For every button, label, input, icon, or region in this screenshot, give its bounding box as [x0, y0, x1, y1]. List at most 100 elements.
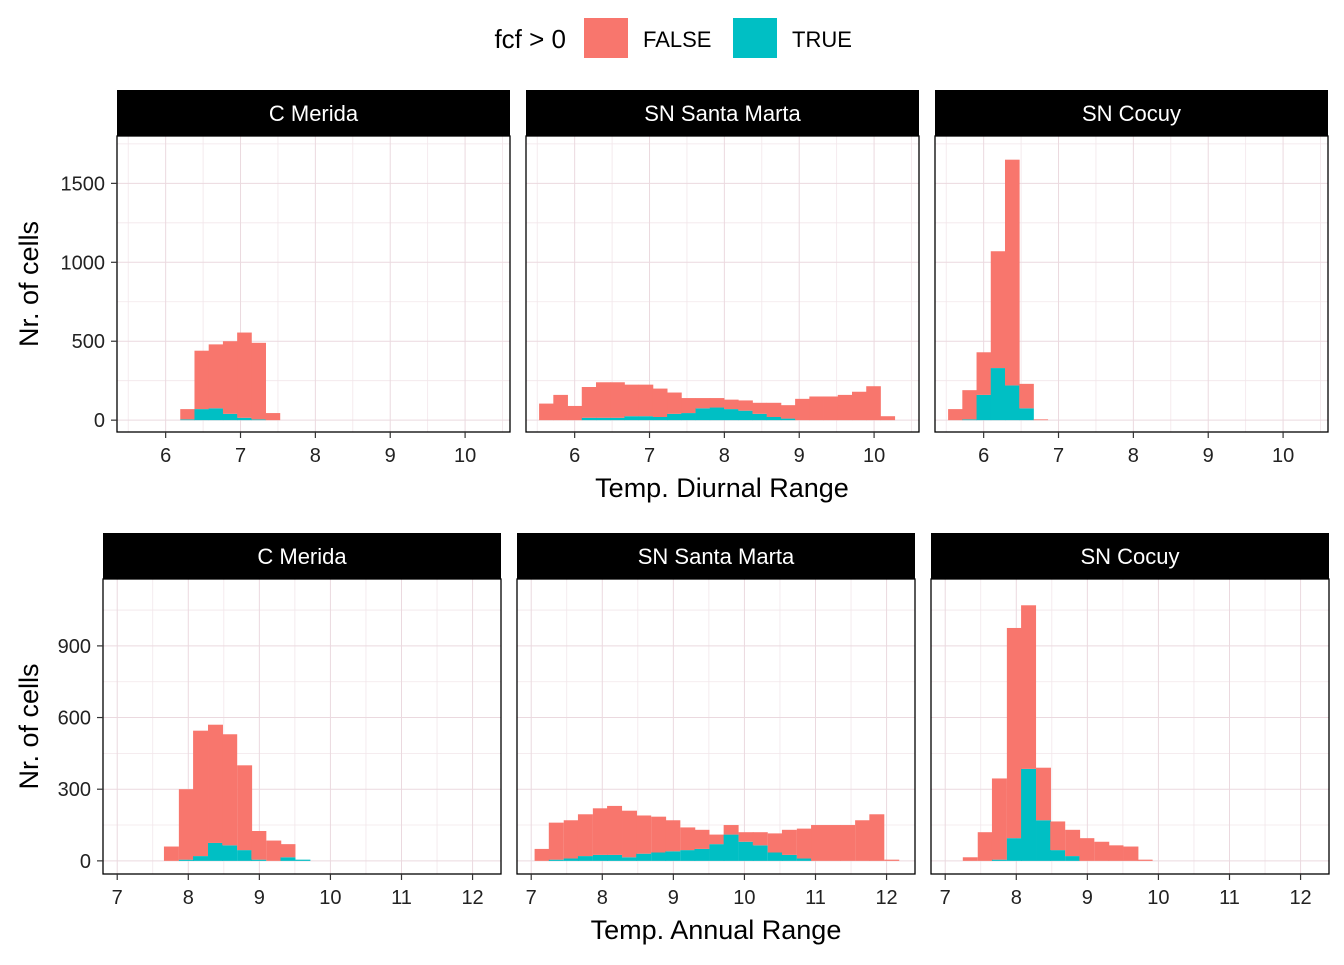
bar-true [636, 853, 652, 861]
bar-false [539, 403, 554, 421]
bar-false [592, 808, 608, 855]
y-tick-label: 0 [80, 851, 91, 873]
x-tick-label: 11 [1219, 887, 1240, 909]
x-tick-label: 7 [112, 887, 123, 909]
y-tick-label: 1000 [61, 252, 106, 274]
bar-true [222, 413, 238, 421]
legend: fcf > 0 FALSE TRUE [494, 18, 852, 58]
bar-true [607, 854, 623, 861]
bar-false [977, 832, 993, 861]
y-axis-title: Nr. of cells [14, 663, 44, 789]
facet-strip [117, 90, 510, 136]
facet-strip [935, 90, 1328, 136]
bar-false [1123, 846, 1139, 861]
facet-strip-label: SN Santa Marta [644, 101, 801, 126]
facet-strip-label: SN Cocuy [1080, 544, 1179, 569]
facet-panel: SN Cocuy 6 7 8 9 10 [934, 90, 1329, 467]
bar-true [251, 419, 266, 421]
x-tick-label: 8 [719, 445, 730, 467]
x-tick-label: 10 [1272, 445, 1294, 467]
x-tick-label: 7 [235, 445, 246, 467]
bar-false [855, 820, 871, 861]
panel-background [931, 579, 1329, 874]
bar-true [295, 859, 311, 861]
bar-true [1004, 385, 1020, 421]
bar-true [752, 413, 768, 421]
bar-false [194, 350, 210, 410]
bar-true [208, 408, 224, 421]
bar-false [840, 825, 856, 861]
bar-false [811, 825, 827, 861]
bar-false [880, 416, 896, 421]
facet-strip [931, 533, 1329, 579]
bar-true [651, 852, 667, 861]
facet-panel: SN Cocuy 7 8 9 10 11 12 [930, 533, 1330, 909]
bar-true [194, 409, 210, 421]
bar-false [852, 391, 867, 421]
bar-false [638, 384, 654, 417]
bar-false [976, 352, 992, 395]
bar-false [738, 400, 753, 411]
bar-true [548, 859, 564, 861]
bar-true [766, 417, 782, 421]
bar-false [665, 820, 681, 852]
bar-false [766, 402, 782, 418]
bar-true [237, 417, 252, 421]
facet-panel: C Merida 6 7 8 9 10 0 500 1000 1500 [61, 90, 511, 467]
bar-false [866, 386, 881, 421]
bar-true [1065, 856, 1081, 861]
bar-false [695, 398, 711, 409]
bar-false [237, 765, 253, 851]
bar-false [567, 405, 583, 421]
facet-strip [526, 90, 919, 136]
x-tick-label: 8 [310, 445, 321, 467]
bar-true [208, 842, 223, 861]
bar-false [251, 831, 267, 860]
y-tick-label: 300 [58, 779, 91, 801]
bar-false [1094, 841, 1110, 861]
bar-false [1137, 859, 1153, 861]
bar-false [884, 859, 900, 861]
x-tick-label: 11 [391, 887, 412, 909]
bar-true [610, 417, 625, 421]
plot-area: C Merida 6 7 8 9 10 0 500 1000 1500 SN Santa Marta… [14, 90, 1330, 945]
bar-false [667, 392, 682, 414]
bar-false [1050, 821, 1066, 851]
bar-false [222, 341, 238, 414]
facet-panel: C Merida 7 8 9 10 11 12 0 300 600 900 [58, 533, 502, 909]
bar-true [652, 417, 668, 421]
x-tick-label: 9 [1203, 445, 1214, 467]
bar-false [752, 402, 768, 414]
bar-true [280, 857, 296, 861]
bar-false [809, 396, 824, 421]
bar-false [651, 816, 667, 853]
bar-false [796, 828, 812, 859]
y-tick-label: 600 [58, 708, 91, 730]
bar-true [767, 852, 783, 861]
facet-panel: SN Santa Marta 7 8 9 10 11 12 [516, 533, 916, 909]
bar-true [709, 844, 725, 861]
x-axis-title: Temp. Diurnal Range [595, 473, 849, 503]
x-tick-label: 10 [733, 887, 755, 909]
bar-false [767, 833, 783, 853]
bar-false [610, 382, 625, 418]
bar-true [595, 417, 611, 421]
bar-false [563, 820, 579, 859]
bar-false [595, 382, 611, 418]
y-tick-label: 0 [94, 410, 105, 432]
x-tick-label: 7 [526, 887, 537, 909]
bar-false [869, 814, 885, 861]
bar-false [1108, 845, 1124, 861]
bar-true [667, 413, 682, 421]
bar-true [665, 851, 681, 861]
bar-true [592, 854, 608, 861]
facet-panel: SN Santa Marta 6 7 8 9 10 [525, 90, 920, 467]
legend-title: fcf > 0 [494, 24, 566, 54]
bar-false [948, 409, 963, 421]
bar-true [738, 410, 753, 421]
bar-true [581, 417, 597, 421]
legend-label-false: FALSE [643, 27, 711, 52]
legend-swatch-true [733, 18, 777, 58]
bar-true [222, 845, 238, 861]
